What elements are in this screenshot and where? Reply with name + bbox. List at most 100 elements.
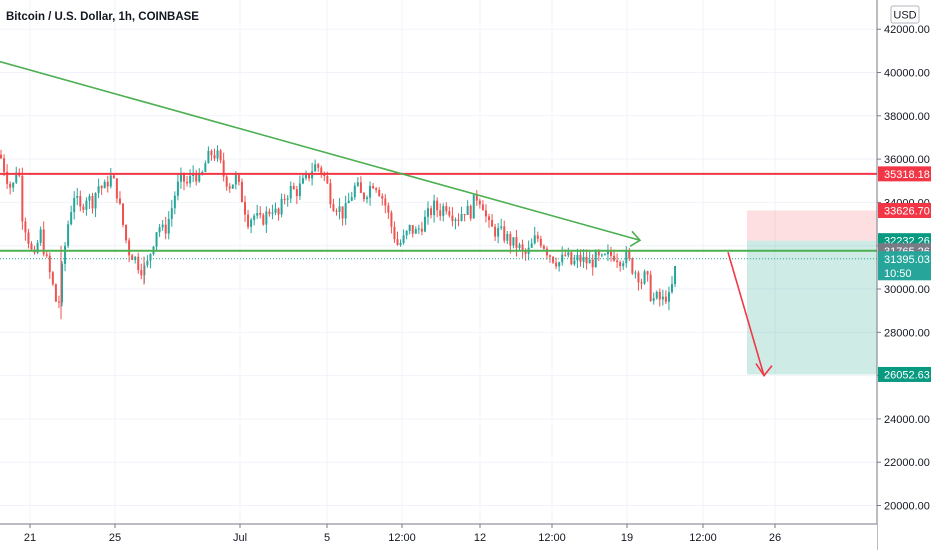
candle-body (332, 204, 335, 211)
forecast-arrow[interactable] (727, 251, 773, 377)
candle-body (411, 225, 414, 234)
candle-body (384, 198, 387, 206)
candle-body (573, 260, 576, 265)
candle-body (9, 183, 12, 188)
time-tick-label: 25 (109, 532, 121, 544)
target-price-tag-text: 26052.63 (884, 369, 930, 381)
time-tick-label: 12:00 (538, 532, 566, 544)
price-tags: 35318.1833626.7032232.2631765.2631395.03… (878, 166, 931, 382)
candle-body (671, 284, 673, 293)
candle-body (283, 198, 286, 200)
candle-body (265, 211, 268, 225)
price-tick-label: 42000.00 (884, 24, 930, 36)
candle-body (414, 229, 417, 234)
time-tick-label: 21 (24, 532, 36, 544)
candle-body (585, 256, 588, 264)
candle-body (234, 175, 237, 185)
candle-body (36, 242, 39, 253)
candle-body (57, 301, 60, 303)
candle-body (381, 196, 384, 199)
price-tick-label: 24000.00 (884, 414, 930, 426)
stop-price-tag-text: 33626.70 (884, 205, 930, 217)
candle-body (137, 256, 140, 271)
candle-body (198, 173, 201, 182)
candle-body (61, 263, 63, 303)
candle-body (228, 186, 231, 189)
candle-body (603, 254, 606, 256)
candle-body (42, 229, 45, 255)
candle-body (216, 150, 219, 159)
candle-body (362, 192, 365, 200)
candle-body (329, 183, 332, 205)
candle-body (289, 185, 292, 199)
candle-body (48, 255, 51, 273)
trendline-segment (0, 60, 641, 242)
candle-body (451, 215, 454, 222)
currency-label: USD (893, 10, 916, 22)
candle-body (222, 160, 225, 177)
candle-body (484, 210, 487, 217)
take-profit-zone[interactable] (747, 240, 877, 375)
price-tick-label: 40000.00 (884, 68, 930, 80)
candle-body (314, 164, 317, 172)
candle-body (247, 214, 250, 227)
candle-body (51, 272, 54, 285)
candle-body (667, 292, 670, 302)
candle-body (506, 233, 509, 241)
candle-body (387, 205, 390, 213)
candle-body (219, 150, 222, 161)
candle-body (442, 206, 445, 216)
candle-body (408, 225, 411, 231)
candle-body (402, 235, 405, 243)
price-tick-label: 38000.00 (884, 111, 930, 123)
candle-body (167, 219, 170, 234)
candle-body (469, 205, 472, 219)
candle-body (631, 258, 634, 274)
candle-body (210, 150, 213, 156)
currency-button[interactable]: USD (890, 5, 920, 24)
candle-body (173, 195, 176, 209)
stop-price-tag-bg (878, 202, 931, 218)
candle-body (460, 214, 463, 221)
candle-body (622, 263, 625, 267)
candle-body (67, 224, 70, 246)
candle-body (567, 252, 570, 256)
candle-body (100, 186, 103, 189)
candle-body (286, 198, 289, 200)
candle-body (244, 202, 246, 215)
candle-body (643, 271, 646, 284)
time-axis[interactable] (0, 524, 877, 550)
candle-body (262, 214, 265, 225)
candle-body (88, 196, 91, 201)
stop-loss-zone[interactable] (747, 210, 877, 241)
candle-body (396, 239, 399, 245)
candle-body (30, 243, 33, 250)
candle-body (359, 182, 362, 193)
candle-body (549, 255, 551, 257)
candle-body (45, 254, 48, 256)
candle-body (6, 171, 9, 184)
price-tick-label: 36000.00 (884, 154, 930, 166)
candle-body (674, 266, 677, 285)
trendline[interactable] (0, 60, 642, 247)
candle-body (420, 228, 423, 232)
candle-body (164, 224, 167, 234)
candle-body (183, 173, 185, 182)
candle-body (277, 208, 280, 215)
candle-body (393, 226, 396, 240)
candle-body (542, 245, 545, 249)
trendline-arrowhead (629, 230, 642, 247)
candle-body (301, 178, 304, 184)
candle-body (259, 212, 262, 215)
candle-body (655, 291, 658, 299)
candle-body (311, 171, 314, 179)
candle-body (512, 237, 515, 246)
candle-body (356, 182, 359, 186)
candle-body (399, 242, 402, 245)
candle-body (149, 253, 152, 261)
candle-body (109, 175, 112, 187)
forecast-arrow-head (755, 363, 773, 377)
candle-body (335, 210, 338, 212)
candle-body (79, 196, 82, 207)
